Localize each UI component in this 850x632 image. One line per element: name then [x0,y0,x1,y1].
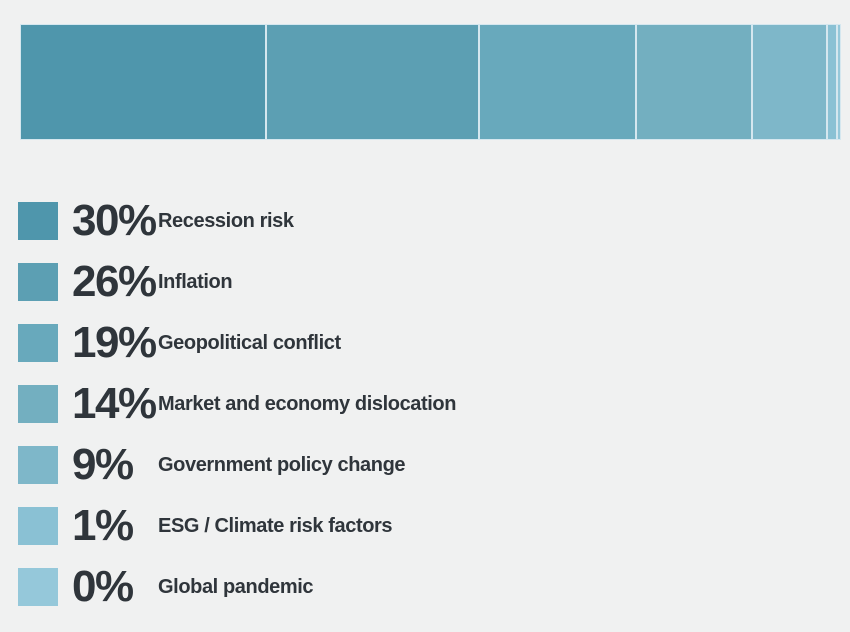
legend-percent: 1% [72,501,134,550]
legend-item: 1% ESG / Climate risk factors [18,501,456,550]
bar-segment [636,25,751,139]
stacked-bar [21,25,841,139]
bar-segment [827,25,837,139]
bar-segment [838,25,841,139]
legend-label: Government policy change [158,454,406,476]
legend-item: 19% Geopolitical conflict [18,318,456,367]
legend-label: Market and economy dislocation [158,393,457,415]
legend-swatch [18,324,58,362]
legend-swatch [18,568,58,606]
legend-label: Geopolitical conflict [158,332,341,354]
legend-percent: 30% [72,196,157,245]
legend-item: 30% Recession risk [18,196,456,245]
legend-percent: 19% [72,318,157,367]
legend-percent: 26% [72,257,157,306]
legend-item: 9% Government policy change [18,440,456,489]
legend-label: ESG / Climate risk factors [158,515,393,537]
legend-swatch [18,507,58,545]
legend-swatch [18,202,58,240]
legend-percent: 9% [72,440,134,489]
bar-segment [266,25,479,139]
legend-label: Inflation [158,271,233,293]
legend-label: Global pandemic [158,576,314,598]
legend-percent: 0% [72,562,134,611]
bar-segment [480,25,635,139]
legend-item: 14% Market and economy dislocation [18,379,457,428]
legend-swatch [18,263,58,301]
bar-segment [752,25,826,139]
legend-item: 0% Global pandemic [18,562,456,611]
legend-swatch [18,446,58,484]
legend-swatch [18,385,58,423]
legend-label: Recession risk [158,210,294,232]
legend: 30% Recession risk 26% Inflation 19% Geo… [18,196,457,611]
legend-item: 26% Inflation [18,257,456,306]
bar-segment [21,25,265,139]
legend-percent: 14% [72,379,157,428]
